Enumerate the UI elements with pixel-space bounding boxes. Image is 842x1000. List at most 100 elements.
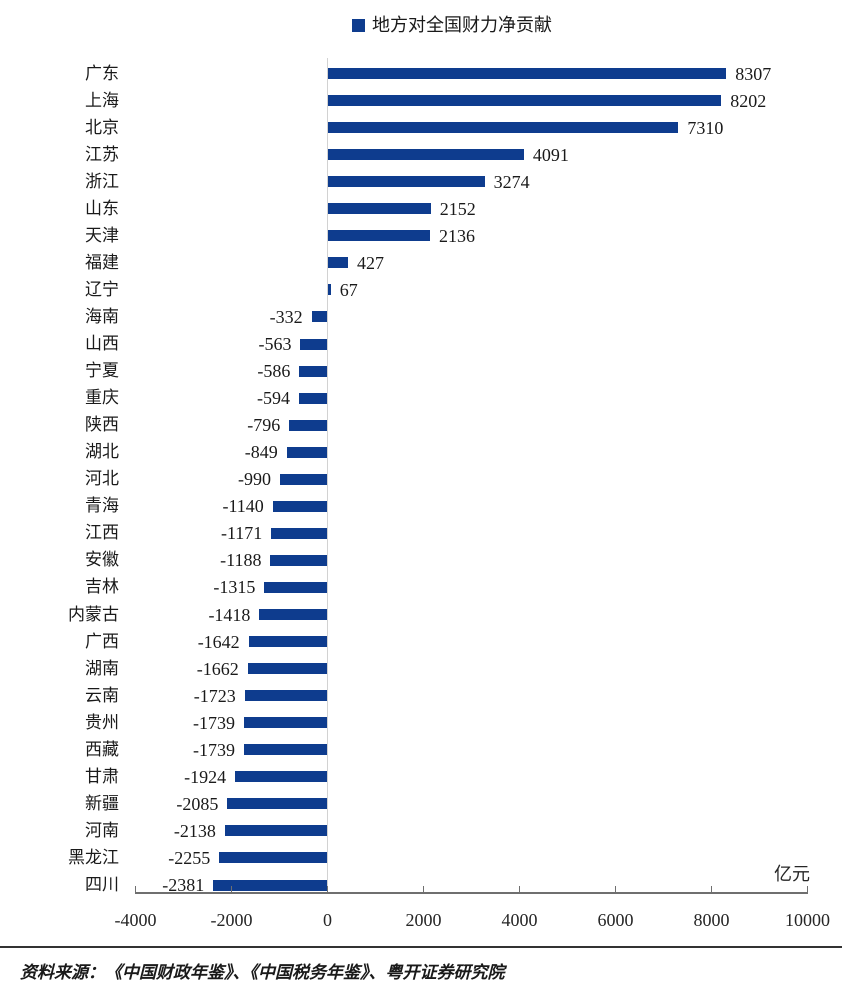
- category-label: 山西: [85, 334, 119, 353]
- value-label: 3274: [493, 171, 530, 192]
- bar: [327, 284, 331, 296]
- x-axis-tick-mark: [422, 886, 425, 893]
- category-label: 安徽: [85, 550, 119, 570]
- value-label: -1924: [184, 766, 227, 787]
- category-label: 天津: [85, 225, 119, 245]
- bar: [327, 68, 727, 79]
- category-label: 重庆: [85, 388, 119, 408]
- category-label: 湖北: [85, 442, 119, 462]
- x-axis-tick-label: 4000: [501, 910, 538, 930]
- category-label: 湖南: [85, 658, 119, 678]
- value-label: -2255: [168, 847, 211, 868]
- legend-color-swatch: [352, 18, 365, 32]
- value-label: -1171: [220, 523, 263, 544]
- value-label: -2138: [173, 820, 216, 841]
- value-label: -990: [237, 469, 271, 490]
- category-label: 甘肃: [85, 766, 119, 786]
- x-axis-tick-label: -2000: [210, 910, 253, 930]
- x-axis-tick-mark: [134, 886, 137, 893]
- category-label: 陕西: [85, 415, 119, 435]
- value-label: -2381: [162, 875, 205, 895]
- value-label: 8202: [730, 90, 767, 111]
- x-axis-tick-mark: [806, 886, 809, 893]
- category-label: 辽宁: [85, 279, 119, 299]
- bar: [235, 771, 328, 783]
- category-label: 青海: [85, 496, 119, 516]
- x-axis-tick-mark: [326, 886, 329, 893]
- bar: [248, 636, 328, 648]
- bar: [299, 365, 328, 377]
- x-axis-tick-mark: [230, 886, 233, 893]
- value-label: -1739: [193, 712, 236, 733]
- value-label: -1723: [193, 685, 236, 706]
- category-label: 内蒙古: [68, 604, 119, 624]
- bar: [264, 581, 328, 593]
- value-label: -1739: [193, 739, 236, 760]
- x-axis-tick-label: 2000: [405, 910, 442, 930]
- zero-gridline: [327, 58, 328, 893]
- x-axis-tick-mark: [518, 886, 521, 893]
- value-label: 7310: [687, 117, 724, 138]
- category-label: 宁夏: [85, 361, 119, 381]
- bar: [289, 419, 328, 431]
- value-label: -1315: [213, 577, 256, 598]
- bar: [227, 798, 328, 810]
- category-label: 海南: [85, 306, 119, 326]
- x-axis-tick-label: 8000: [693, 910, 730, 930]
- category-label: 贵州: [85, 712, 119, 732]
- value-label: -1662: [196, 658, 239, 679]
- category-label: 四川: [85, 875, 119, 894]
- value-label: -1642: [197, 631, 240, 652]
- bar: [272, 500, 328, 512]
- category-label: 广西: [85, 631, 119, 651]
- bar: [244, 717, 328, 729]
- value-label: -849: [244, 442, 278, 463]
- bar: [300, 338, 328, 350]
- category-label: 山东: [85, 198, 119, 218]
- category-label: 江苏: [85, 144, 119, 164]
- value-label: 8307: [735, 63, 772, 84]
- value-label: 67: [339, 279, 358, 300]
- value-label: 2136: [439, 225, 476, 246]
- axis-unit-label: 亿元: [774, 864, 810, 884]
- bar: [247, 663, 328, 675]
- x-axis-tick-label: 0: [323, 910, 332, 930]
- category-label: 云南: [85, 685, 119, 705]
- category-label: 江西: [85, 523, 119, 543]
- bar: [244, 690, 328, 702]
- category-label: 福建: [85, 252, 119, 272]
- bar: [327, 230, 431, 242]
- x-axis-tick-label: 10000: [785, 910, 830, 930]
- value-label: -332: [269, 306, 303, 327]
- legend-label: 地方对全国财力净贡献: [372, 15, 552, 35]
- category-label: 北京: [85, 117, 119, 137]
- category-label: 黑龙江: [68, 847, 119, 867]
- category-label: 河北: [85, 469, 119, 489]
- value-label: -594: [257, 388, 290, 409]
- value-label: -1418: [208, 604, 251, 625]
- bar: [327, 95, 722, 107]
- category-label: 浙江: [85, 171, 119, 191]
- value-label: -1188: [220, 550, 262, 571]
- value-label: 2152: [439, 198, 476, 219]
- bar: [311, 311, 328, 323]
- bar: [279, 473, 328, 485]
- source-note: 资料来源：《中国财政年鉴》、《中国税务年鉴》、粤开证券研究院: [20, 963, 505, 982]
- category-label: 河南: [85, 820, 119, 840]
- category-label: 上海: [85, 90, 119, 110]
- value-label: -1140: [222, 496, 264, 517]
- bar: [213, 879, 328, 891]
- category-label: 新疆: [85, 793, 119, 813]
- chart-legend: 地方对全国财力净贡献: [352, 16, 552, 34]
- x-axis-tick-mark: [710, 886, 713, 893]
- category-label: 西藏: [85, 739, 119, 759]
- bar: [286, 446, 328, 458]
- bar: [327, 203, 431, 215]
- x-axis-tick-mark: [614, 886, 617, 893]
- bar: [327, 257, 348, 269]
- value-label: -796: [247, 415, 281, 436]
- value-label: -2085: [176, 793, 219, 814]
- bar: [270, 554, 328, 566]
